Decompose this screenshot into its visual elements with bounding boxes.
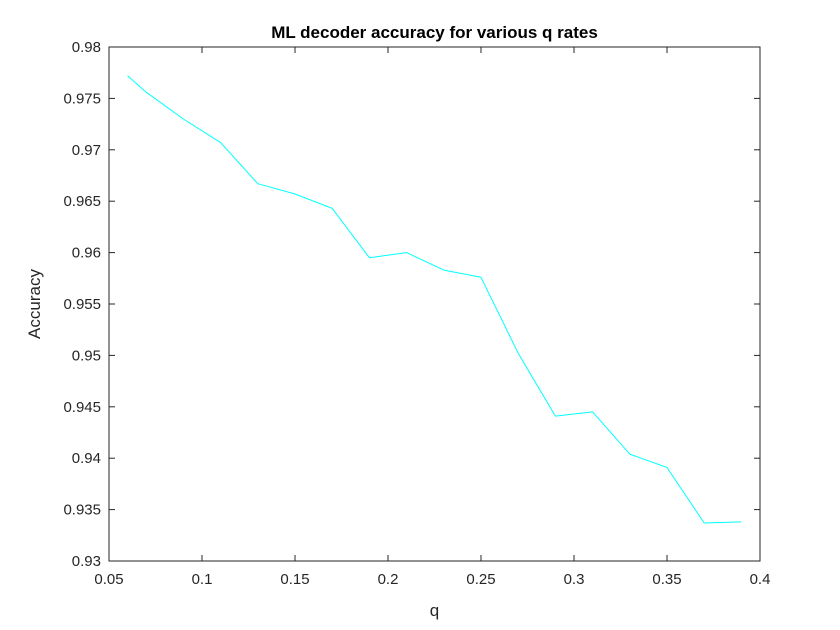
y-tick-label: 0.945 bbox=[63, 399, 101, 416]
y-tick-label: 0.975 bbox=[63, 90, 101, 107]
accuracy-series-line bbox=[127, 75, 742, 524]
y-tick-label: 0.98 bbox=[72, 39, 101, 56]
y-tick-label: 0.935 bbox=[63, 502, 101, 519]
y-tick-label: 0.955 bbox=[63, 296, 101, 313]
chart-title: ML decoder accuracy for various q rates bbox=[271, 23, 598, 42]
x-tick-label: 0.1 bbox=[192, 571, 213, 588]
y-tick-label: 0.97 bbox=[72, 142, 101, 159]
y-tick-label: 0.96 bbox=[72, 245, 101, 262]
y-tick-label: 0.93 bbox=[72, 553, 101, 570]
series-layer bbox=[127, 75, 742, 524]
x-tick-label: 0.2 bbox=[378, 571, 399, 588]
x-tick-label: 0.05 bbox=[94, 571, 123, 588]
x-tick-label: 0.3 bbox=[564, 571, 585, 588]
y-tick-label: 0.94 bbox=[72, 450, 101, 467]
x-tick-label: 0.15 bbox=[280, 571, 309, 588]
y-tick-label: 0.95 bbox=[72, 347, 101, 364]
y-tick-label: 0.965 bbox=[63, 193, 101, 210]
x-tick-label: 0.4 bbox=[750, 571, 771, 588]
x-tick-label: 0.35 bbox=[652, 571, 681, 588]
x-axis-label: q bbox=[430, 601, 439, 620]
x-tick-label: 0.25 bbox=[466, 571, 495, 588]
plot-area bbox=[109, 47, 760, 561]
x-axis: 0.05 0.1 0.15 0.2 0.25 0.3 0.35 0.4 bbox=[94, 47, 770, 588]
y-axis-label: Accuracy bbox=[25, 269, 44, 339]
y-axis: 0.93 0.935 0.94 0.945 0.95 0.955 0.96 0.965 0.97… bbox=[63, 39, 760, 570]
